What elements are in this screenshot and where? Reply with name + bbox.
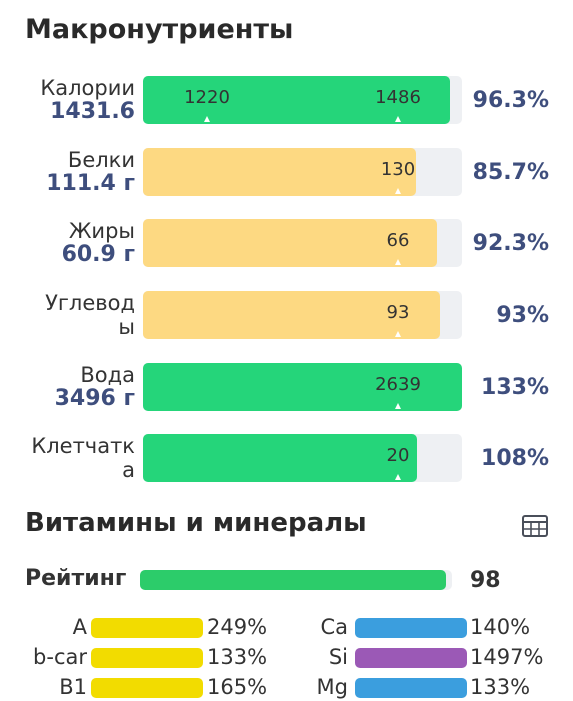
macro-row[interactable]: Белки 111.4 г 130 85.7% bbox=[0, 148, 573, 198]
macro-bar-fill bbox=[143, 219, 437, 267]
macro-label: Клетчатк а bbox=[5, 434, 135, 482]
target-value: 130 bbox=[380, 159, 416, 180]
vitamins-title: Витамины и минералы bbox=[25, 508, 367, 538]
target-value: 20 bbox=[386, 445, 410, 466]
macro-name: ы bbox=[118, 315, 135, 339]
nutrient-percent: 133% bbox=[207, 645, 268, 669]
table-grid-icon[interactable] bbox=[522, 514, 548, 538]
macro-label: Жиры 60.9 г bbox=[5, 219, 135, 267]
macro-name: Жиры bbox=[68, 219, 135, 243]
macro-bar: 66 bbox=[143, 219, 462, 267]
macro-row[interactable]: Углевод ы 93 93% bbox=[0, 291, 573, 341]
nutrient-name: b-car bbox=[33, 645, 87, 669]
macro-percent: 93% bbox=[496, 303, 549, 328]
nutrient-row[interactable]: Si 1497% bbox=[0, 645, 573, 671]
rating-label: Рейтинг bbox=[25, 566, 127, 591]
macro-bar: 2639 bbox=[143, 363, 462, 411]
nutrient-bar bbox=[355, 618, 467, 638]
macro-name: Клетчатк bbox=[31, 434, 135, 458]
macro-bar: 93 bbox=[143, 291, 462, 339]
rating-bar bbox=[140, 570, 452, 590]
macro-percent: 108% bbox=[481, 446, 549, 471]
macro-row[interactable]: Клетчатк а 20 108% bbox=[0, 434, 573, 484]
rating-value: 98 bbox=[470, 568, 501, 593]
macro-amount: 60.9 г bbox=[61, 242, 135, 267]
eaten-marker bbox=[204, 116, 210, 122]
target-value: 2639 bbox=[375, 374, 421, 395]
macro-percent: 133% bbox=[481, 375, 549, 400]
macro-label: Калории 1431.6 bbox=[5, 76, 135, 124]
nutrient-bar bbox=[355, 678, 467, 698]
nutrient-name: A bbox=[72, 615, 87, 639]
target-marker bbox=[395, 331, 401, 337]
nutrient-percent: 249% bbox=[207, 615, 268, 639]
macro-amount: 1431.6 bbox=[50, 99, 135, 124]
nutrient-row[interactable]: Ca 140% bbox=[0, 615, 573, 641]
nutrient-row[interactable]: b-car 133% bbox=[0, 645, 573, 671]
macro-label: Вода 3496 г bbox=[5, 363, 135, 411]
macro-percent: 92.3% bbox=[472, 231, 549, 256]
nutrient-row[interactable]: Mg 133% bbox=[0, 675, 573, 701]
macro-bar-fill bbox=[143, 148, 416, 196]
macro-percent: 85.7% bbox=[472, 160, 549, 185]
rating-bar-fill bbox=[140, 570, 446, 590]
nutrient-percent: 133% bbox=[470, 675, 531, 699]
macro-row[interactable]: Вода 3496 г 2639 133% bbox=[0, 363, 573, 413]
eaten-value: 1220 bbox=[184, 87, 230, 108]
target-marker bbox=[395, 116, 401, 122]
macro-name: Углевод bbox=[45, 291, 135, 315]
macro-row[interactable]: Калории 1431.6 1486 1220 96.3% bbox=[0, 76, 573, 126]
macro-bar: 130 bbox=[143, 148, 462, 196]
nutrient-bar bbox=[355, 648, 467, 668]
macro-bar-fill bbox=[143, 434, 417, 482]
nutrient-percent: 1497% bbox=[470, 645, 544, 669]
nutrient-bar bbox=[91, 618, 203, 638]
target-marker bbox=[395, 403, 401, 409]
macro-name: Калории bbox=[40, 76, 135, 100]
target-marker bbox=[395, 188, 401, 194]
nutrient-row[interactable]: A 249% bbox=[0, 615, 573, 641]
macro-name: а bbox=[122, 458, 135, 482]
macro-label: Углевод ы bbox=[5, 291, 135, 339]
macro-row[interactable]: Жиры 60.9 г 66 92.3% bbox=[0, 219, 573, 269]
macros-title: Макронутриенты bbox=[25, 14, 294, 45]
macro-bar-fill bbox=[143, 291, 440, 339]
macro-amount: 3496 г bbox=[54, 386, 135, 411]
nutrient-name: Si bbox=[328, 645, 348, 669]
nutrient-name: Ca bbox=[320, 615, 348, 639]
target-marker bbox=[395, 474, 401, 480]
macro-bar: 1486 1220 bbox=[143, 76, 462, 124]
target-value: 1486 bbox=[375, 87, 421, 108]
macro-name: Вода bbox=[80, 363, 135, 387]
nutrient-bar bbox=[91, 648, 203, 668]
target-value: 93 bbox=[386, 302, 410, 323]
macro-percent: 96.3% bbox=[472, 88, 549, 113]
nutrient-name: Mg bbox=[316, 675, 348, 699]
macro-label: Белки 111.4 г bbox=[5, 148, 135, 196]
macro-amount: 111.4 г bbox=[46, 171, 135, 196]
target-marker bbox=[395, 259, 401, 265]
macro-bar: 20 bbox=[143, 434, 462, 482]
macro-bar-fill bbox=[143, 363, 462, 411]
nutrient-percent: 140% bbox=[470, 615, 531, 639]
target-value: 66 bbox=[386, 230, 410, 251]
macro-name: Белки bbox=[67, 148, 135, 172]
